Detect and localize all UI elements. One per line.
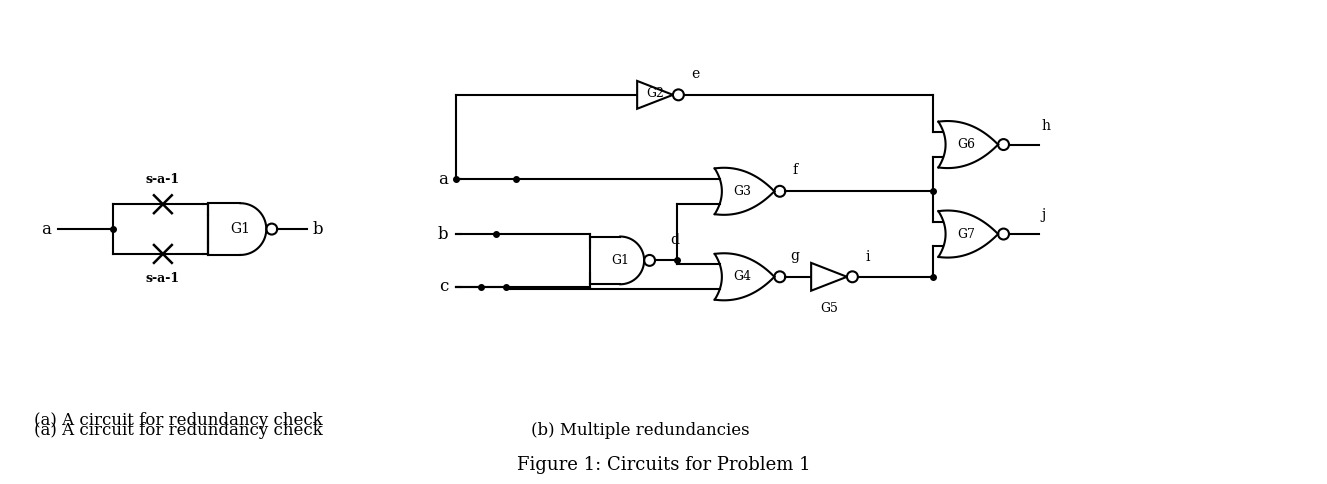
Text: G4: G4 [734,270,751,283]
Text: a: a [41,221,50,238]
Text: h: h [1042,119,1051,133]
Text: G3: G3 [734,185,751,198]
Text: s-a-1: s-a-1 [146,173,180,186]
Text: s-a-1: s-a-1 [146,272,180,285]
Text: d: d [670,233,679,247]
Text: g: g [791,249,799,263]
Text: G6: G6 [957,138,975,151]
Text: i: i [865,250,871,264]
Text: G1: G1 [231,222,251,236]
Text: Figure 1: Circuits for Problem 1: Figure 1: Circuits for Problem 1 [516,456,811,474]
Text: (a) A circuit for redundancy check: (a) A circuit for redundancy check [33,412,322,429]
Text: (b) Multiple redundancies: (b) Multiple redundancies [531,423,750,439]
Text: (a) A circuit for redundancy check: (a) A circuit for redundancy check [33,423,322,439]
Text: G7: G7 [957,227,975,241]
Text: b: b [438,226,449,242]
Text: G2: G2 [646,87,664,100]
Text: e: e [691,67,699,81]
Text: a: a [438,171,449,188]
Text: c: c [439,278,449,295]
Text: G1: G1 [612,254,629,267]
Text: G5: G5 [820,302,837,315]
Text: j: j [1042,208,1046,222]
Text: f: f [792,164,798,177]
Text: b: b [313,221,324,238]
